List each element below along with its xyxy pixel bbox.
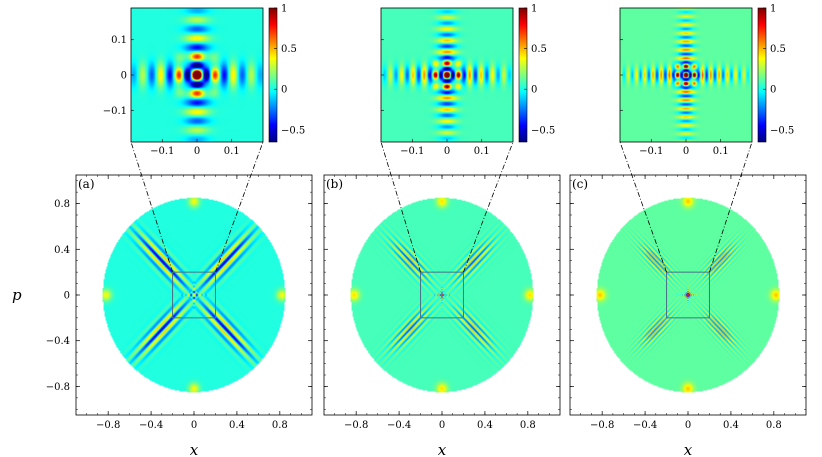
x-axis-label: x (684, 441, 693, 457)
inset-panel-b: −0.1 0 0.1 1 0.5 0 −0.5 (380, 4, 555, 157)
inset-zoom (381, 8, 513, 142)
panel-label: (c) (572, 177, 588, 191)
x-axis-label: x (190, 441, 199, 457)
inset-panel-c: −0.1 0 0.1 1 0.5 0 −0.5 (619, 4, 794, 157)
colorbar-tick-label: 1 (770, 4, 776, 15)
x-tick-label: 0.8 (766, 420, 782, 431)
main-panel-c: −0.8 −0.4 0 0.4 0.8 (c) x (569, 174, 807, 457)
colorbar-tick-label: 0.5 (770, 44, 786, 55)
colorbar-tick-label: 0 (281, 85, 287, 96)
x-tick-label: −0.4 (139, 420, 163, 431)
zoom-box (172, 271, 216, 319)
zoom-box (666, 271, 710, 319)
y-tick-label: −0.8 (46, 382, 70, 393)
panel-label: (b) (326, 177, 343, 191)
main-panel-a: −0.8 −0.4 0 0.4 0.8 0.8 0.4 0 −0.4 −0.8 (a) x (46, 174, 313, 457)
y-tick-label: 0.4 (54, 245, 70, 256)
inset-x-tick-label: 0 (683, 146, 689, 157)
inset-x-tick-label: −0.1 (639, 146, 663, 157)
main-panels: −0.8 −0.4 0 0.4 0.80.80.40−0.4−0.8(a)x−0.8 −0… (46, 174, 807, 457)
inset-x-tick-label: 0 (194, 146, 200, 157)
y-axis-label: p (12, 286, 22, 304)
x-tick-label: 0 (439, 420, 445, 431)
inset-x-tick-label: 0.1 (474, 146, 490, 157)
inset-x-tick-label: −0.1 (150, 146, 174, 157)
x-tick-label: 0.4 (477, 420, 493, 431)
zoom-box (420, 271, 464, 319)
colorbar-tick-label: 0.5 (281, 44, 297, 55)
inset-y-tick-label: −0.1 (103, 106, 127, 117)
colorbar-tick-label: 0.5 (531, 44, 547, 55)
colorbar-tick-label: −0.5 (531, 125, 555, 136)
x-tick-label: 0 (685, 420, 691, 431)
panel-label: (a) (78, 177, 95, 191)
inset-zoom (131, 8, 263, 142)
colorbar-tick-label: 1 (281, 4, 287, 15)
x-tick-label: 0.8 (272, 420, 288, 431)
colorbar-tick-label: 1 (531, 4, 537, 15)
inset-x-tick-label: 0.1 (224, 146, 240, 157)
main-panel-b: −0.8 −0.4 0 0.4 0.8 (b) x (323, 174, 561, 457)
zoom-connectors (130, 141, 753, 273)
inset-zoom (620, 8, 752, 142)
x-tick-label: 0.8 (520, 420, 536, 431)
wigner-disk (76, 175, 312, 415)
inset-y-tick-label: 0.1 (111, 35, 127, 46)
colorbar (518, 7, 528, 143)
wigner-disk (570, 175, 806, 415)
x-tick-label: −0.8 (96, 420, 120, 431)
x-axis-label: x (438, 441, 447, 457)
connector-right (463, 141, 514, 273)
x-tick-label: 0 (191, 420, 197, 431)
colorbar-tick-label: −0.5 (770, 125, 794, 136)
x-tick-label: −0.8 (590, 420, 614, 431)
colorbar (757, 7, 767, 143)
inset-x-tick-label: 0.1 (713, 146, 729, 157)
inset-x-tick-label: 0 (444, 146, 450, 157)
connector-left (619, 141, 667, 273)
x-tick-label: −0.8 (344, 420, 368, 431)
connector-right (709, 141, 753, 273)
colorbar (268, 7, 278, 143)
x-tick-label: −0.4 (633, 420, 657, 431)
x-tick-label: 0.4 (723, 420, 739, 431)
connector-left (380, 141, 421, 273)
x-tick-label: −0.4 (387, 420, 411, 431)
inset-panel-a: −0.1 0 0.1 0.1 0 −0.1 1 0.5 0 −0.5 (103, 4, 306, 158)
y-tick-label: 0.8 (54, 199, 70, 210)
colorbar-tick-label: −0.5 (281, 125, 305, 136)
y-tick-label: 0 (64, 291, 70, 302)
wigner-disk (324, 175, 560, 415)
inset-y-tick-label: 0 (121, 71, 127, 82)
colorbar-tick-label: 0 (531, 85, 537, 96)
connector-right (215, 141, 264, 273)
x-tick-label: 0.4 (229, 420, 245, 431)
colorbar-tick-label: 0 (770, 85, 776, 96)
connector-left (130, 141, 173, 273)
y-tick-label: −0.4 (46, 336, 70, 347)
inset-x-tick-label: −0.1 (400, 146, 424, 157)
inset-panels: −0.1 0 0.10.10−0.110.50−0.5−0.1 0 0.110.50−0… (103, 4, 795, 158)
